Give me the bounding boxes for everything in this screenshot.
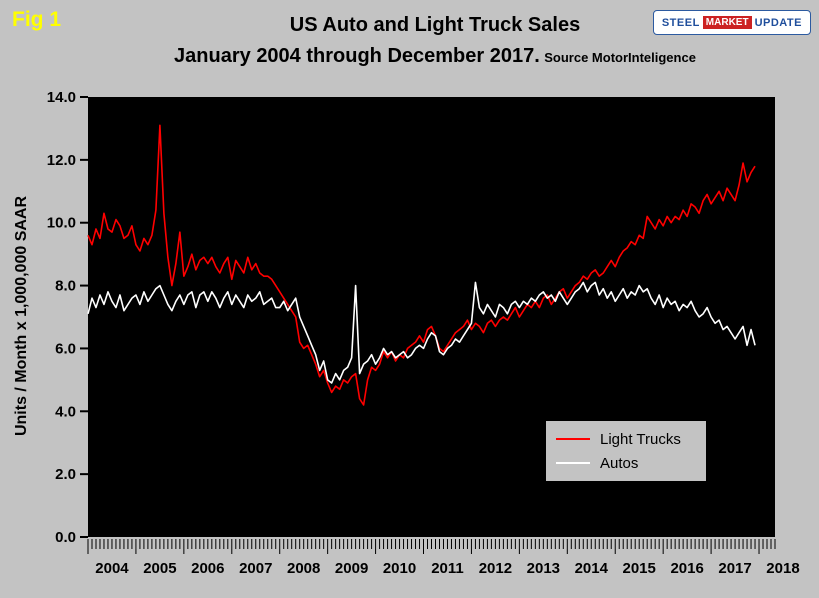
chart-subtitle: January 2004 through December 2017. bbox=[174, 45, 540, 67]
svg-text:2013: 2013 bbox=[527, 560, 560, 577]
legend-item-light-trucks: Light Trucks bbox=[556, 427, 696, 451]
svg-text:2014: 2014 bbox=[575, 560, 609, 577]
logo-update-text: UPDATE bbox=[754, 16, 802, 29]
series-line-autos bbox=[87, 281, 756, 384]
svg-text:14.0: 14.0 bbox=[47, 89, 76, 106]
legend-item-autos: Autos bbox=[556, 451, 696, 475]
chart-source: Source MotorInteligence bbox=[544, 50, 696, 65]
chart-header: US Auto and Light Truck Sales January 20… bbox=[90, 14, 780, 68]
legend-swatch-autos bbox=[556, 462, 590, 464]
svg-text:2012: 2012 bbox=[479, 560, 512, 577]
legend-label-light-trucks: Light Trucks bbox=[600, 430, 681, 448]
svg-text:0.0: 0.0 bbox=[55, 529, 76, 546]
svg-text:2010: 2010 bbox=[383, 560, 416, 577]
svg-text:2011: 2011 bbox=[431, 560, 464, 577]
svg-text:2005: 2005 bbox=[143, 560, 176, 577]
svg-text:2009: 2009 bbox=[335, 560, 368, 577]
x-axis: 2004 2005 2006 2007 2008 2009 2010 2011 2012 2013… bbox=[87, 539, 800, 577]
svg-text:2017: 2017 bbox=[718, 560, 751, 577]
legend-label-autos: Autos bbox=[600, 454, 639, 472]
svg-text:10.0: 10.0 bbox=[47, 215, 76, 232]
svg-text:12.0: 12.0 bbox=[47, 152, 76, 169]
svg-text:2004: 2004 bbox=[95, 560, 129, 577]
svg-text:2018: 2018 bbox=[766, 560, 799, 577]
logo-steel-text: STEEL bbox=[661, 16, 700, 29]
steel-market-update-logo: STEEL MARKET UPDATE bbox=[652, 10, 811, 35]
chart-subtitle-row: January 2004 through December 2017. Sour… bbox=[90, 45, 780, 68]
y-axis: 0.0 2.0 4.0 6.0 8.0 10.0 12.0 14.0 bbox=[47, 89, 88, 546]
series-line-light-trucks bbox=[87, 124, 756, 406]
svg-text:2016: 2016 bbox=[670, 560, 703, 577]
chart-title: US Auto and Light Truck Sales bbox=[289, 14, 581, 36]
svg-text:4.0: 4.0 bbox=[55, 403, 76, 420]
logo-market-text: MARKET bbox=[702, 16, 752, 29]
legend-swatch-light-trucks bbox=[556, 438, 590, 440]
svg-text:2015: 2015 bbox=[623, 560, 656, 577]
svg-text:2006: 2006 bbox=[191, 560, 224, 577]
svg-text:2007: 2007 bbox=[239, 560, 272, 577]
svg-text:8.0: 8.0 bbox=[55, 278, 76, 295]
svg-text:2.0: 2.0 bbox=[55, 466, 76, 483]
svg-text:6.0: 6.0 bbox=[55, 340, 76, 357]
legend: Light Trucks Autos bbox=[545, 420, 707, 482]
figure-label: Fig 1 bbox=[12, 8, 62, 31]
svg-text:2008: 2008 bbox=[287, 560, 320, 577]
